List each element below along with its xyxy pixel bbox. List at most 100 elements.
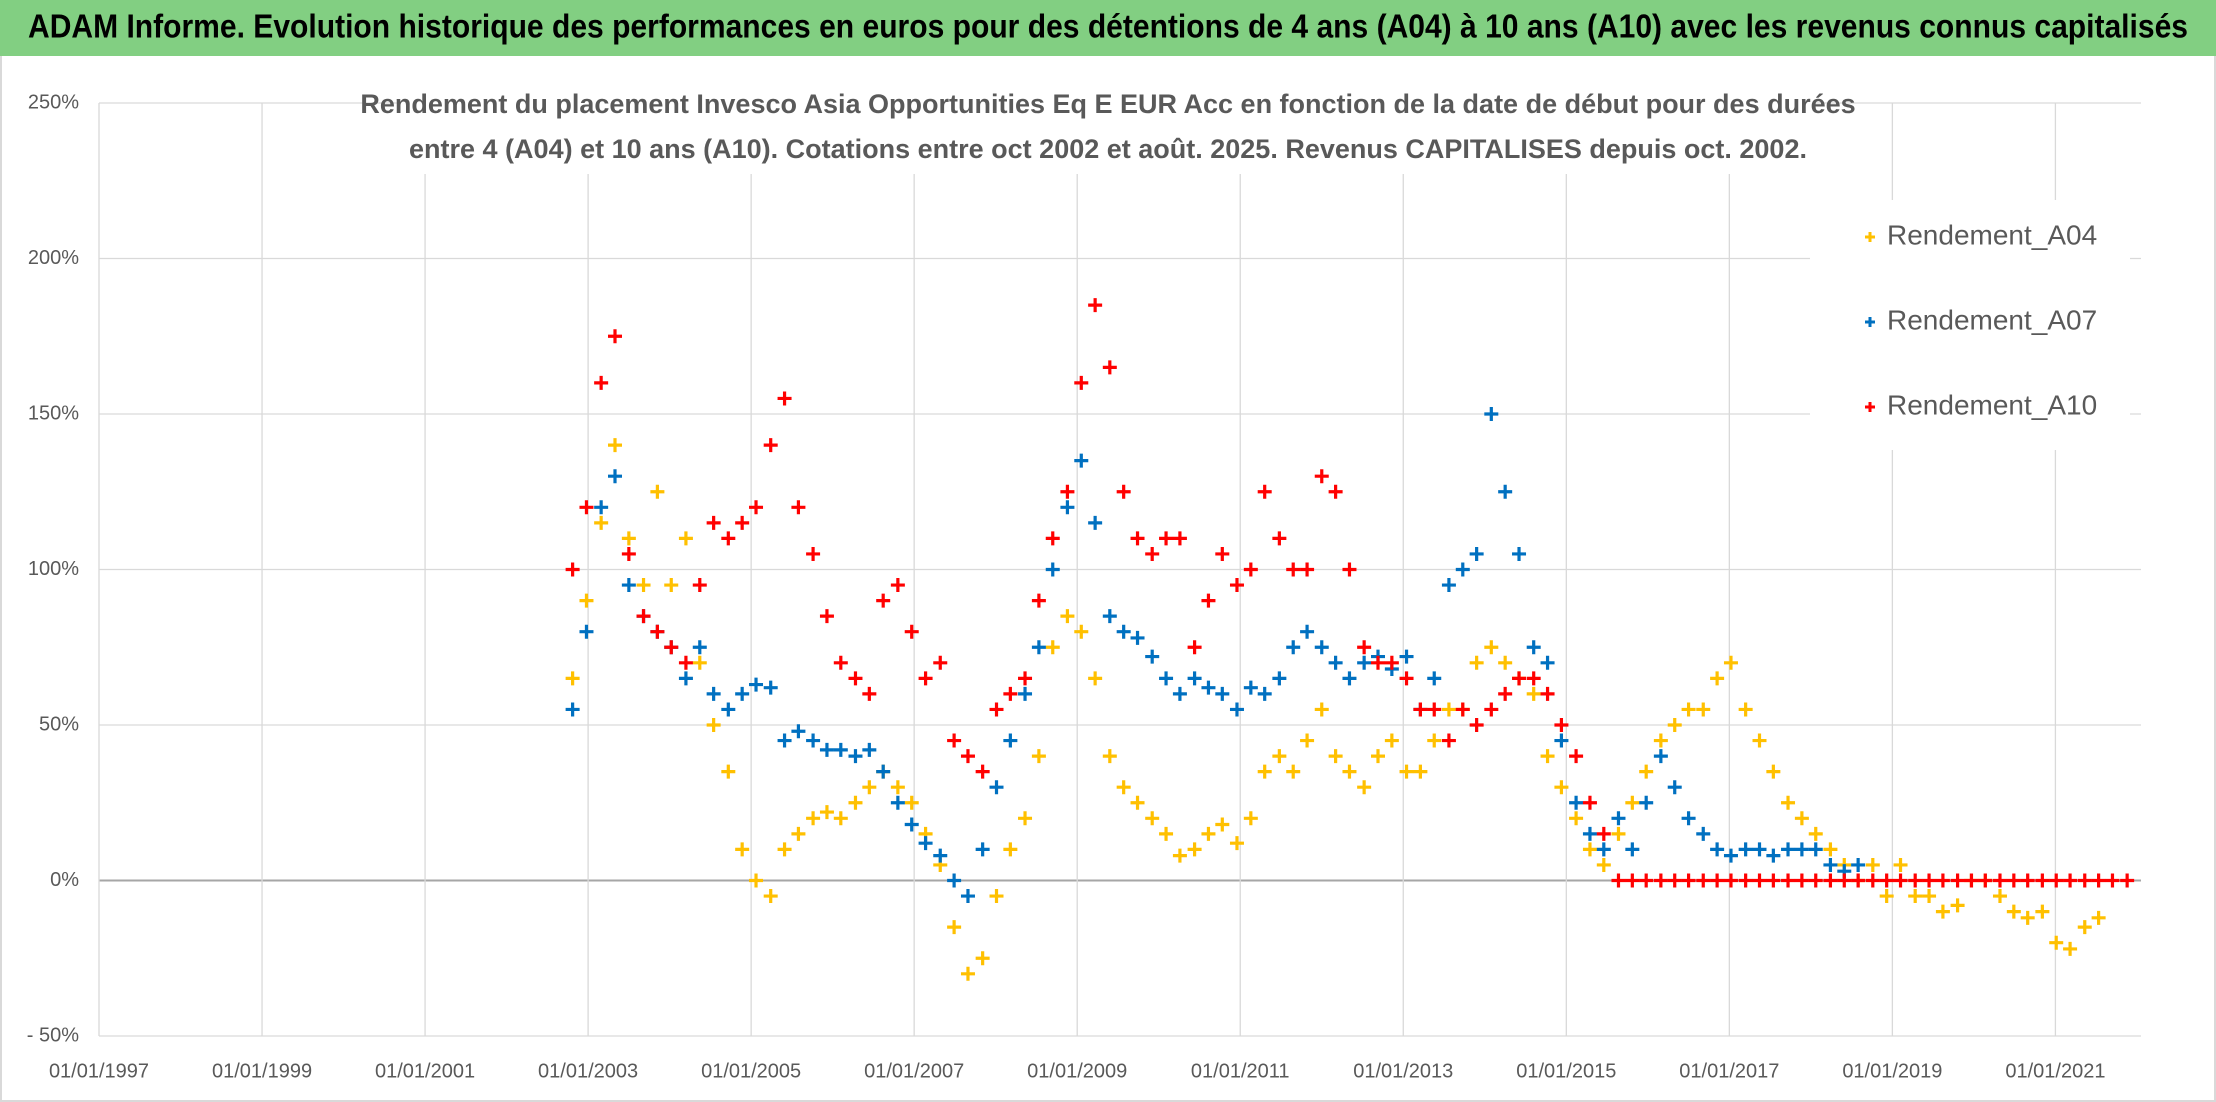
data-point [1794,873,1809,888]
data-point [1469,718,1484,732]
data-point [1215,686,1230,701]
legend-box [1810,200,2130,450]
data-point [1427,733,1442,748]
data-point [2049,935,2064,950]
data-point [1710,842,1725,857]
data-point [1187,842,1202,857]
data-point [749,677,764,692]
data-point [1300,562,1315,577]
x-tick-label: 01/01/2003 [538,1060,638,1082]
data-point [2077,873,2092,888]
data-point [1667,873,1682,888]
data-point [1172,848,1187,863]
data-point [1328,749,1343,764]
data-point [1427,702,1442,717]
data-point [890,795,905,810]
data-point [1286,640,1301,655]
data-point [706,718,721,732]
data-point [579,593,594,608]
data-point [819,742,834,757]
data-point [1611,826,1626,841]
data-point [1582,842,1597,857]
subtitle-background [400,84,1816,174]
data-point [975,951,990,966]
data-point [1427,671,1442,686]
data-point [1851,857,1866,872]
data-point [1045,531,1060,546]
data-point [1823,857,1838,872]
data-point [706,686,721,701]
data-point [2049,873,2064,888]
data-point [763,438,778,453]
data-point [862,742,877,757]
data-point [1512,671,1527,686]
data-point [692,640,707,655]
data-point [848,671,863,686]
data-point [1498,686,1513,701]
data-point [1696,702,1711,717]
data-point [1371,749,1385,764]
data-point [1540,686,1555,701]
data-point [1738,842,1753,857]
data-point [1229,836,1244,851]
data-point [918,671,933,686]
data-point [678,531,693,546]
data-point [947,873,962,888]
data-point [1159,671,1174,686]
chart-title: ADAM Informe. Evolution historique des p… [28,8,2188,45]
data-point [1738,702,1753,717]
data-point [1074,375,1089,390]
data-point [1752,842,1767,857]
data-point [721,764,736,779]
data-point [1766,873,1781,888]
data-point [2035,873,2050,888]
data-point [1596,842,1611,857]
data-point [1794,842,1809,857]
x-tick-label: 01/01/2015 [1516,1060,1616,1082]
data-point [1540,655,1555,670]
data-point [890,578,905,593]
data-point [706,515,721,530]
header-band [0,0,2216,56]
data-point [1681,811,1696,826]
x-tick-label: 01/01/2009 [1027,1060,1127,1082]
data-point [579,624,594,639]
legend-marker [1865,232,1875,242]
data-point [1060,484,1075,499]
data-point [1074,453,1089,468]
data-point [1031,593,1046,608]
data-point [1950,898,1965,913]
data-point [904,624,919,639]
data-point [1569,811,1584,826]
data-point [1950,873,1965,888]
data-point [1102,360,1117,375]
data-point [1554,780,1569,795]
data-point [735,686,750,701]
data-point [749,500,764,515]
data-point [1060,500,1075,515]
data-point [1667,780,1682,795]
data-point [1272,749,1287,764]
data-point [890,780,905,795]
data-point [1964,873,1979,888]
data-point [1399,764,1414,779]
data-point [1357,640,1372,655]
y-tick-label: 250% [28,91,79,113]
data-point [1201,593,1216,608]
data-point [1357,655,1372,670]
data-point [636,578,651,593]
legend-marker [1865,402,1875,412]
data-point [1201,826,1216,841]
data-point [1582,826,1597,841]
data-point [1272,531,1287,546]
data-point [1172,531,1187,546]
x-tick-label: 01/01/2001 [375,1060,475,1082]
data-point [1314,702,1329,717]
data-point [2091,873,2106,888]
data-point [1413,764,1428,779]
data-point [1922,889,1937,904]
data-point [1625,795,1640,810]
data-point [1512,546,1527,561]
data-point [1187,640,1202,655]
data-point [1710,873,1725,888]
